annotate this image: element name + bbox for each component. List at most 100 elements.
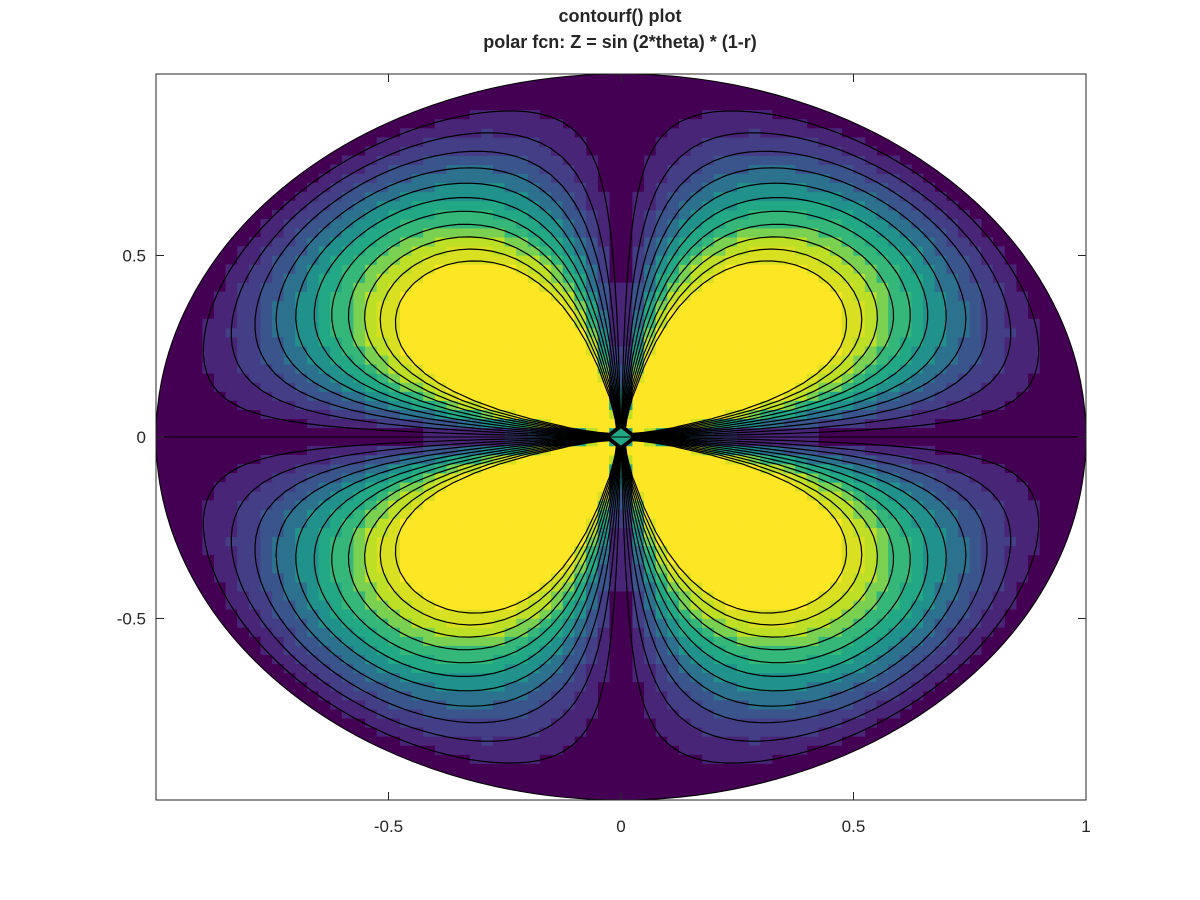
fill-cell	[388, 536, 401, 547]
contour-line-level-2	[230, 132, 1012, 742]
fill-cell	[423, 727, 436, 737]
fill-cell	[923, 654, 936, 665]
fill-cell	[504, 690, 517, 701]
fill-cell	[551, 391, 564, 401]
fill-cell	[551, 155, 564, 165]
fill-cell	[527, 663, 540, 674]
fill-cell	[678, 509, 691, 519]
fill-cell	[539, 318, 552, 329]
fill-cell	[411, 718, 424, 728]
fill-cell	[795, 727, 808, 737]
fill-cell	[306, 609, 319, 619]
fill-cell	[795, 246, 808, 256]
fill-cell	[678, 709, 691, 719]
fill-cell	[446, 282, 459, 292]
fill-cell	[795, 690, 808, 701]
fill-cell	[516, 699, 529, 710]
fill-cell	[771, 173, 784, 184]
fill-cell	[748, 500, 761, 510]
fill-cell	[295, 464, 308, 474]
fill-cell	[876, 464, 889, 474]
fill-cell	[551, 464, 564, 474]
fill-cell	[411, 654, 424, 665]
fill-cell	[539, 373, 552, 383]
fill-cell	[376, 591, 389, 601]
fill-cell	[934, 600, 947, 610]
fill-cell	[399, 191, 412, 202]
fill-cell	[527, 554, 540, 565]
fill-cell	[434, 291, 447, 302]
fill-cell	[981, 491, 994, 501]
fill-cell	[992, 346, 1005, 356]
fill-cell	[434, 572, 447, 583]
fill-cell	[783, 418, 796, 429]
fill-cell	[237, 309, 250, 320]
fill-cell	[353, 464, 366, 474]
fill-cell	[458, 327, 471, 338]
fill-cell	[481, 291, 494, 302]
fill-cell	[934, 572, 947, 583]
fill-cell	[702, 663, 715, 674]
fill-cell	[795, 600, 808, 610]
fill-cell	[818, 699, 831, 710]
fill-cell	[923, 418, 936, 429]
fill-cell	[597, 609, 610, 619]
fill-cell	[458, 282, 471, 292]
fill-cell	[934, 327, 947, 338]
fill-cell	[551, 491, 564, 501]
fill-cell	[644, 246, 657, 256]
fill-cell	[283, 500, 296, 510]
fill-cell	[795, 382, 808, 392]
fill-cell	[295, 391, 308, 401]
fill-cell	[737, 473, 750, 483]
fill-cell	[318, 182, 331, 193]
fill-cell	[981, 346, 994, 356]
fill-cell	[585, 409, 598, 420]
fill-cell	[365, 309, 378, 320]
fill-cell	[306, 246, 319, 256]
fill-cell	[771, 527, 784, 538]
fill-cell	[295, 518, 308, 528]
fill-cell	[725, 618, 738, 628]
fill-cell	[516, 654, 529, 665]
fill-cell	[760, 327, 773, 338]
fill-cell	[853, 200, 866, 211]
fill-cell	[388, 409, 401, 420]
fill-cell	[516, 709, 529, 719]
fill-cell	[981, 527, 994, 538]
fill-cell	[841, 391, 854, 401]
fill-cell	[481, 454, 494, 465]
fill-cell	[376, 482, 389, 492]
fill-cell	[469, 699, 482, 710]
fill-cell	[330, 200, 343, 211]
fill-cell	[551, 509, 564, 519]
fill-cell	[864, 600, 877, 610]
fill-cell	[585, 681, 598, 692]
fill-cell	[272, 237, 285, 247]
fill-cell	[562, 473, 575, 483]
fill-cell	[341, 255, 354, 265]
fill-cell	[283, 536, 296, 547]
fill-cell	[295, 509, 308, 519]
fill-cell	[574, 219, 587, 229]
fill-cell	[353, 591, 366, 601]
fill-cell	[585, 364, 598, 374]
fill-cell	[748, 264, 761, 274]
fill-cell	[492, 164, 505, 175]
fill-cell	[411, 609, 424, 619]
fill-cell	[795, 591, 808, 601]
fill-cell	[795, 663, 808, 674]
fill-cell	[411, 699, 424, 710]
fill-cell	[481, 745, 494, 755]
fill-cell	[911, 336, 924, 347]
fill-cell	[539, 554, 552, 565]
fill-cell	[946, 309, 959, 320]
fill-cell	[690, 246, 703, 256]
fill-cell	[306, 273, 319, 283]
fill-cell	[783, 346, 796, 356]
fill-cell	[551, 300, 564, 311]
fill-cell	[423, 173, 436, 184]
fill-cell	[864, 318, 877, 329]
fill-cell	[446, 155, 459, 165]
fill-cell	[516, 627, 529, 637]
